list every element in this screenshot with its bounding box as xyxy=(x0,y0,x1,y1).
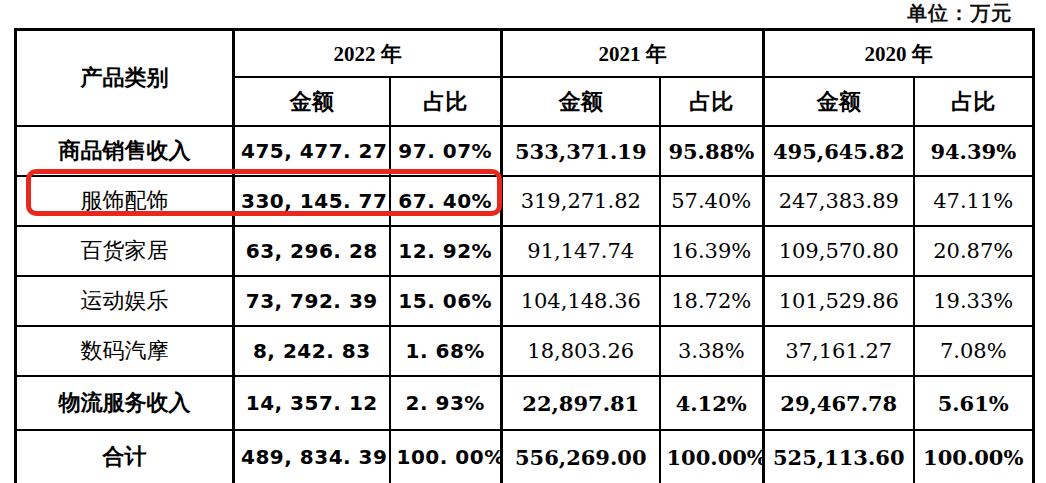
cell-2020-amount: 247,383.89 xyxy=(764,176,914,226)
column-header-amount-2021: 金额 xyxy=(502,77,660,126)
cell-2022-share: 12. 92% xyxy=(390,226,502,276)
cell-2021-share: 3.38% xyxy=(660,326,764,376)
cell-2021-amount: 22,897.81 xyxy=(502,376,660,430)
cell-2020-share: 7.08% xyxy=(914,326,1034,376)
cell-2022-amount: 8, 242. 83 xyxy=(234,326,390,376)
cell-2021-share: 18.72% xyxy=(660,276,764,326)
cell-row-label: 百货家居 xyxy=(16,226,234,276)
cell-2021-amount: 556,269.00 xyxy=(502,430,660,483)
cell-2020-share: 20.87% xyxy=(914,226,1034,276)
table-row-digital-auto-moto: 数码汽摩 8, 242. 83 1. 68% 18,803.26 3.38% 3… xyxy=(16,326,1034,376)
table-row-sports-entertainment: 运动娱乐 73, 792. 39 15. 06% 104,148.36 18.7… xyxy=(16,276,1034,326)
cell-2022-share: 1. 68% xyxy=(390,326,502,376)
cell-2020-amount: 29,467.78 xyxy=(764,376,914,430)
cell-2021-amount: 319,271.82 xyxy=(502,176,660,226)
cell-2020-share: 47.11% xyxy=(914,176,1034,226)
cell-2021-amount: 533,371.19 xyxy=(502,126,660,176)
table-row-apparel-accessories: 服饰配饰 330, 145. 77 67. 40% 319,271.82 57.… xyxy=(16,176,1034,226)
cell-2022-amount: 73, 792. 39 xyxy=(234,276,390,326)
cell-2021-amount: 18,803.26 xyxy=(502,326,660,376)
cell-2022-amount: 330, 145. 77 xyxy=(234,176,390,226)
column-header-amount-2020: 金额 xyxy=(764,77,914,126)
cell-2022-share: 67. 40% xyxy=(390,176,502,226)
cell-row-label: 物流服务收入 xyxy=(16,376,234,430)
cell-2022-share: 97. 07% xyxy=(390,126,502,176)
column-header-year-2020: 2020 年 xyxy=(764,30,1034,78)
column-header-category: 产品类别 xyxy=(16,30,234,127)
cell-2022-share: 100. 00% xyxy=(390,430,502,483)
cell-2021-share: 95.88% xyxy=(660,126,764,176)
column-header-share-2021: 占比 xyxy=(660,77,764,126)
cell-2022-amount: 63, 296. 28 xyxy=(234,226,390,276)
cell-2020-share: 94.39% xyxy=(914,126,1034,176)
revenue-breakdown-table: 产品类别 2022 年 2021 年 2020 年 金额 占比 金额 占比 金额… xyxy=(14,28,1035,483)
table-row-logistics-service-revenue: 物流服务收入 14, 357. 12 2. 93% 22,897.81 4.12… xyxy=(16,376,1034,430)
cell-2021-share: 4.12% xyxy=(660,376,764,430)
column-header-share-2020: 占比 xyxy=(914,77,1034,126)
cell-2022-amount: 489, 834. 39 xyxy=(234,430,390,483)
cell-2020-share: 100.00% xyxy=(914,430,1034,483)
cell-2020-amount: 495,645.82 xyxy=(764,126,914,176)
table-row-goods-sales-revenue: 商品销售收入 475, 477. 27 97. 07% 533,371.19 9… xyxy=(16,126,1034,176)
table-row-general-merchandise-home: 百货家居 63, 296. 28 12. 92% 91,147.74 16.39… xyxy=(16,226,1034,276)
cell-2020-amount: 109,570.80 xyxy=(764,226,914,276)
cell-2020-share: 5.61% xyxy=(914,376,1034,430)
cell-2022-share: 15. 06% xyxy=(390,276,502,326)
cell-row-label: 合计 xyxy=(16,430,234,483)
cell-2021-share: 16.39% xyxy=(660,226,764,276)
column-header-share-2022: 占比 xyxy=(390,77,502,126)
cell-row-label: 数码汽摩 xyxy=(16,326,234,376)
cell-row-label: 服饰配饰 xyxy=(16,176,234,226)
cell-2021-amount: 91,147.74 xyxy=(502,226,660,276)
table-header-year-row: 产品类别 2022 年 2021 年 2020 年 xyxy=(16,30,1034,78)
cell-2020-amount: 525,113.60 xyxy=(764,430,914,483)
cell-2020-amount: 37,161.27 xyxy=(764,326,914,376)
column-header-year-2022: 2022 年 xyxy=(234,30,502,78)
cell-2022-share: 2. 93% xyxy=(390,376,502,430)
unit-label: 单位：万元 xyxy=(907,0,1012,27)
cell-2020-share: 19.33% xyxy=(914,276,1034,326)
table-row-total: 合计 489, 834. 39 100. 00% 556,269.00 100.… xyxy=(16,430,1034,483)
document-page: 单位：万元 产品类别 2022 年 2021 年 2020 年 金额 占比 金额… xyxy=(0,0,1046,483)
cell-2022-amount: 475, 477. 27 xyxy=(234,126,390,176)
column-header-amount-2022: 金额 xyxy=(234,77,390,126)
cell-2022-amount: 14, 357. 12 xyxy=(234,376,390,430)
cell-2021-amount: 104,148.36 xyxy=(502,276,660,326)
cell-2020-amount: 101,529.86 xyxy=(764,276,914,326)
column-header-year-2021: 2021 年 xyxy=(502,30,764,78)
cell-2021-share: 57.40% xyxy=(660,176,764,226)
cell-row-label: 运动娱乐 xyxy=(16,276,234,326)
cell-2021-share: 100.00% xyxy=(660,430,764,483)
cell-row-label: 商品销售收入 xyxy=(16,126,234,176)
